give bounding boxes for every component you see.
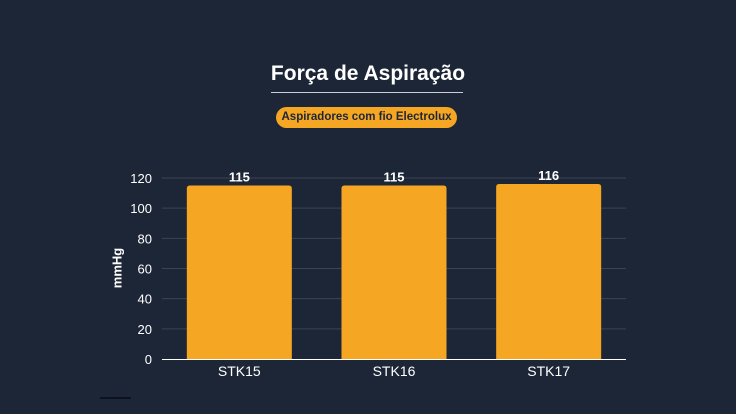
- y-axis-ticks: 0 20 40 60 80 100 120: [130, 171, 152, 367]
- chart-title: Força de Aspiração: [270, 62, 466, 85]
- x-axis-labels: STK15 STK16 STK17: [218, 363, 570, 379]
- bars: [186, 184, 602, 359]
- y-axis-label: mmHg: [109, 248, 124, 289]
- subtitle-badge: Aspiradores com fio Electrolux: [276, 107, 457, 128]
- y-tick-label: 100: [130, 201, 152, 216]
- data-label: 116: [538, 168, 559, 183]
- data-labels: 115 115 116: [229, 168, 559, 185]
- bar-stk17: [496, 184, 602, 359]
- y-tick-label: 80: [138, 231, 152, 246]
- footer-mark: [100, 397, 131, 399]
- y-tick-label: 40: [138, 292, 152, 307]
- title-underline: [271, 92, 463, 93]
- x-tick-label: STK17: [527, 363, 570, 379]
- y-tick-label: 60: [138, 262, 152, 277]
- x-tick-label: STK16: [373, 363, 416, 379]
- y-tick-label: 120: [130, 171, 152, 186]
- bar-stk16: [341, 185, 447, 359]
- y-tick-label: 0: [145, 352, 152, 367]
- data-label: 115: [229, 170, 250, 185]
- data-label: 115: [384, 170, 405, 185]
- bar-stk15: [186, 185, 292, 359]
- x-tick-label: STK15: [218, 363, 261, 379]
- y-tick-label: 20: [138, 322, 152, 337]
